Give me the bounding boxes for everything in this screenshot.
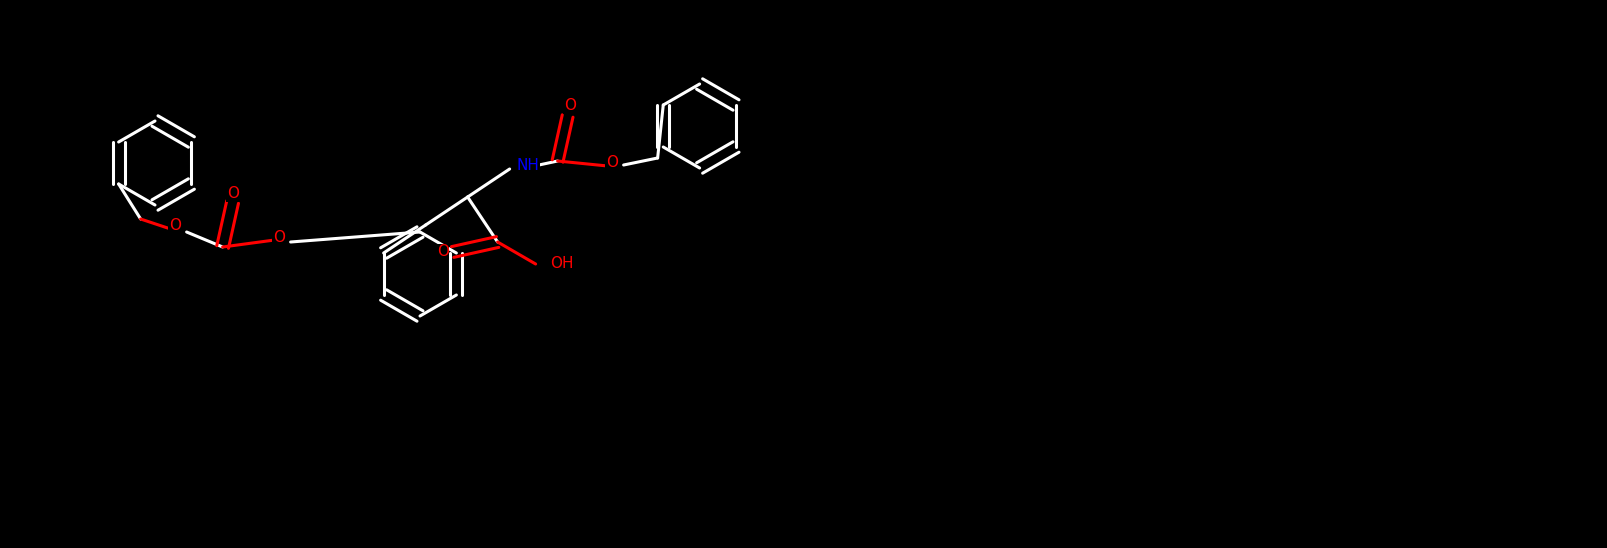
Text: O: O bbox=[564, 99, 575, 113]
Text: NH: NH bbox=[516, 158, 540, 174]
Text: O: O bbox=[169, 219, 180, 233]
Text: O: O bbox=[437, 244, 448, 260]
Text: O: O bbox=[606, 156, 617, 170]
Text: OH: OH bbox=[550, 256, 574, 271]
Text: O: O bbox=[273, 230, 284, 244]
Text: O: O bbox=[227, 186, 238, 202]
